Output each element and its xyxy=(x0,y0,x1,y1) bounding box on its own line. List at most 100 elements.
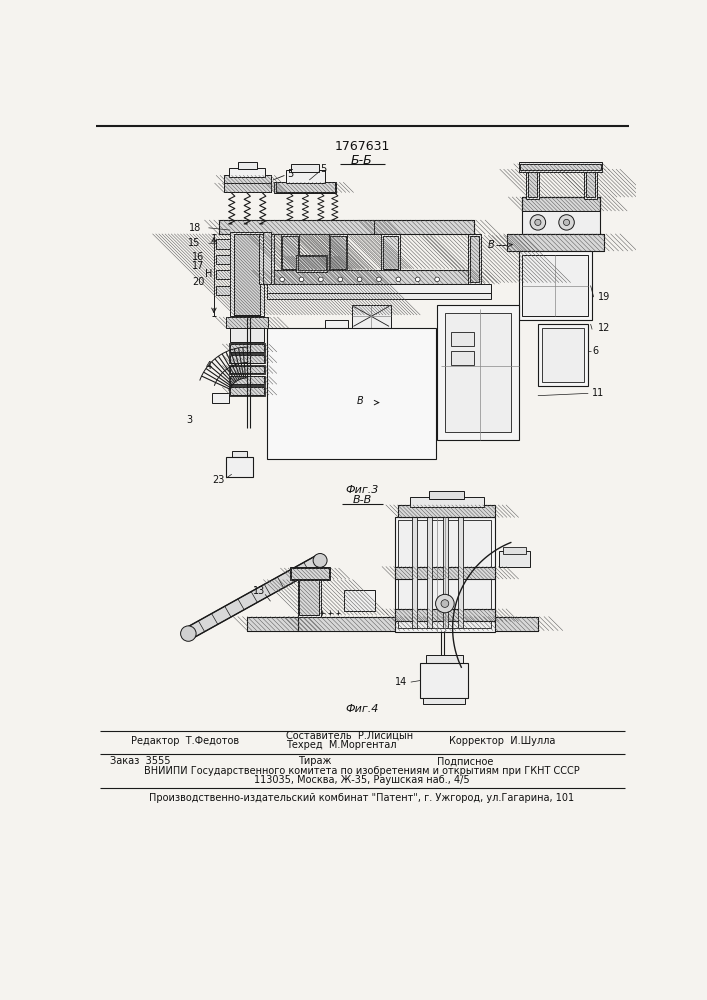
Bar xyxy=(274,182,337,193)
Text: B: B xyxy=(356,396,363,406)
Text: 16: 16 xyxy=(192,252,204,262)
Bar xyxy=(398,520,491,628)
Bar xyxy=(395,567,495,579)
Circle shape xyxy=(357,277,362,282)
Bar xyxy=(238,162,257,169)
Bar xyxy=(427,509,433,628)
Circle shape xyxy=(436,594,454,613)
Text: В: В xyxy=(488,240,495,250)
Bar xyxy=(503,547,526,554)
Bar xyxy=(426,655,462,663)
Bar xyxy=(518,162,602,172)
Circle shape xyxy=(280,277,284,282)
Circle shape xyxy=(319,277,323,282)
Bar xyxy=(267,293,491,299)
Bar xyxy=(469,235,479,282)
Bar xyxy=(234,234,260,315)
Bar xyxy=(230,376,264,384)
Bar xyxy=(526,168,539,199)
Bar xyxy=(232,451,247,457)
Circle shape xyxy=(563,219,570,225)
Bar xyxy=(542,328,585,382)
Circle shape xyxy=(530,215,546,230)
Text: 23: 23 xyxy=(212,475,225,485)
Circle shape xyxy=(313,554,327,567)
Bar xyxy=(230,344,264,352)
Text: Техред  М.Моргентал: Техред М.Моргентал xyxy=(286,740,397,750)
Text: ВНИИПИ Государственного комитета по изобретениям и открытиям при ГКНТ СССР: ВНИИПИ Государственного комитета по изоб… xyxy=(144,766,580,776)
Bar xyxy=(373,220,474,234)
Circle shape xyxy=(338,277,343,282)
Bar xyxy=(522,197,600,234)
Bar xyxy=(230,386,265,396)
Bar xyxy=(522,255,588,316)
Circle shape xyxy=(180,626,196,641)
Bar xyxy=(230,343,265,353)
Text: 113035, Москва, Ж-35, Раушская наб., 4/5: 113035, Москва, Ж-35, Раушская наб., 4/5 xyxy=(254,775,469,785)
Bar xyxy=(226,457,252,477)
Bar xyxy=(299,580,320,615)
Text: 20: 20 xyxy=(192,277,204,287)
Text: H: H xyxy=(205,269,212,279)
Text: 15: 15 xyxy=(188,238,201,248)
Bar xyxy=(298,617,538,631)
Bar xyxy=(212,393,230,403)
Bar xyxy=(423,698,465,704)
Bar xyxy=(398,505,495,517)
Bar xyxy=(325,320,348,336)
Text: Корректор  И.Шулла: Корректор И.Шулла xyxy=(449,736,555,746)
Text: Б-Б: Б-Б xyxy=(351,154,373,167)
Text: 14: 14 xyxy=(395,677,408,687)
Bar xyxy=(411,509,417,628)
Bar xyxy=(507,234,604,251)
Bar xyxy=(518,251,592,320)
Bar xyxy=(291,568,329,579)
Bar xyxy=(230,168,265,177)
Text: Заказ  3555: Заказ 3555 xyxy=(110,756,170,766)
Bar xyxy=(267,328,436,459)
Bar xyxy=(247,617,298,631)
Bar xyxy=(216,255,230,264)
Bar xyxy=(585,168,597,199)
Circle shape xyxy=(559,215,574,230)
Bar xyxy=(230,376,265,385)
Bar xyxy=(381,234,400,270)
Bar xyxy=(230,354,265,363)
Bar xyxy=(507,234,604,251)
Bar xyxy=(281,234,299,270)
Text: 6: 6 xyxy=(592,346,598,356)
Circle shape xyxy=(416,277,420,282)
Text: Подписное: Подписное xyxy=(437,756,493,766)
Text: 1767631: 1767631 xyxy=(334,140,390,153)
Text: 5: 5 xyxy=(287,169,293,179)
Bar xyxy=(458,509,464,628)
Text: 12: 12 xyxy=(598,323,611,333)
Bar xyxy=(429,491,464,499)
Bar xyxy=(437,305,518,440)
Text: 19: 19 xyxy=(598,292,611,302)
Bar xyxy=(290,567,330,580)
Bar xyxy=(522,197,600,211)
Bar xyxy=(420,663,468,698)
Circle shape xyxy=(441,600,449,607)
Bar xyxy=(383,235,398,269)
Bar xyxy=(226,317,268,328)
Circle shape xyxy=(435,277,440,282)
Bar xyxy=(451,351,474,365)
Bar xyxy=(443,509,448,628)
Bar xyxy=(499,551,530,567)
Bar xyxy=(395,517,495,632)
Bar xyxy=(398,505,495,517)
Circle shape xyxy=(534,219,541,225)
Text: 18: 18 xyxy=(189,223,201,233)
Bar xyxy=(395,609,495,621)
Bar xyxy=(276,182,335,192)
Circle shape xyxy=(299,277,304,282)
Bar xyxy=(395,609,495,621)
Circle shape xyxy=(377,277,381,282)
Bar xyxy=(538,324,588,386)
Text: Фиг.4: Фиг.4 xyxy=(345,704,379,714)
Bar xyxy=(286,170,325,183)
Bar xyxy=(263,232,271,284)
Text: 17: 17 xyxy=(192,261,204,271)
